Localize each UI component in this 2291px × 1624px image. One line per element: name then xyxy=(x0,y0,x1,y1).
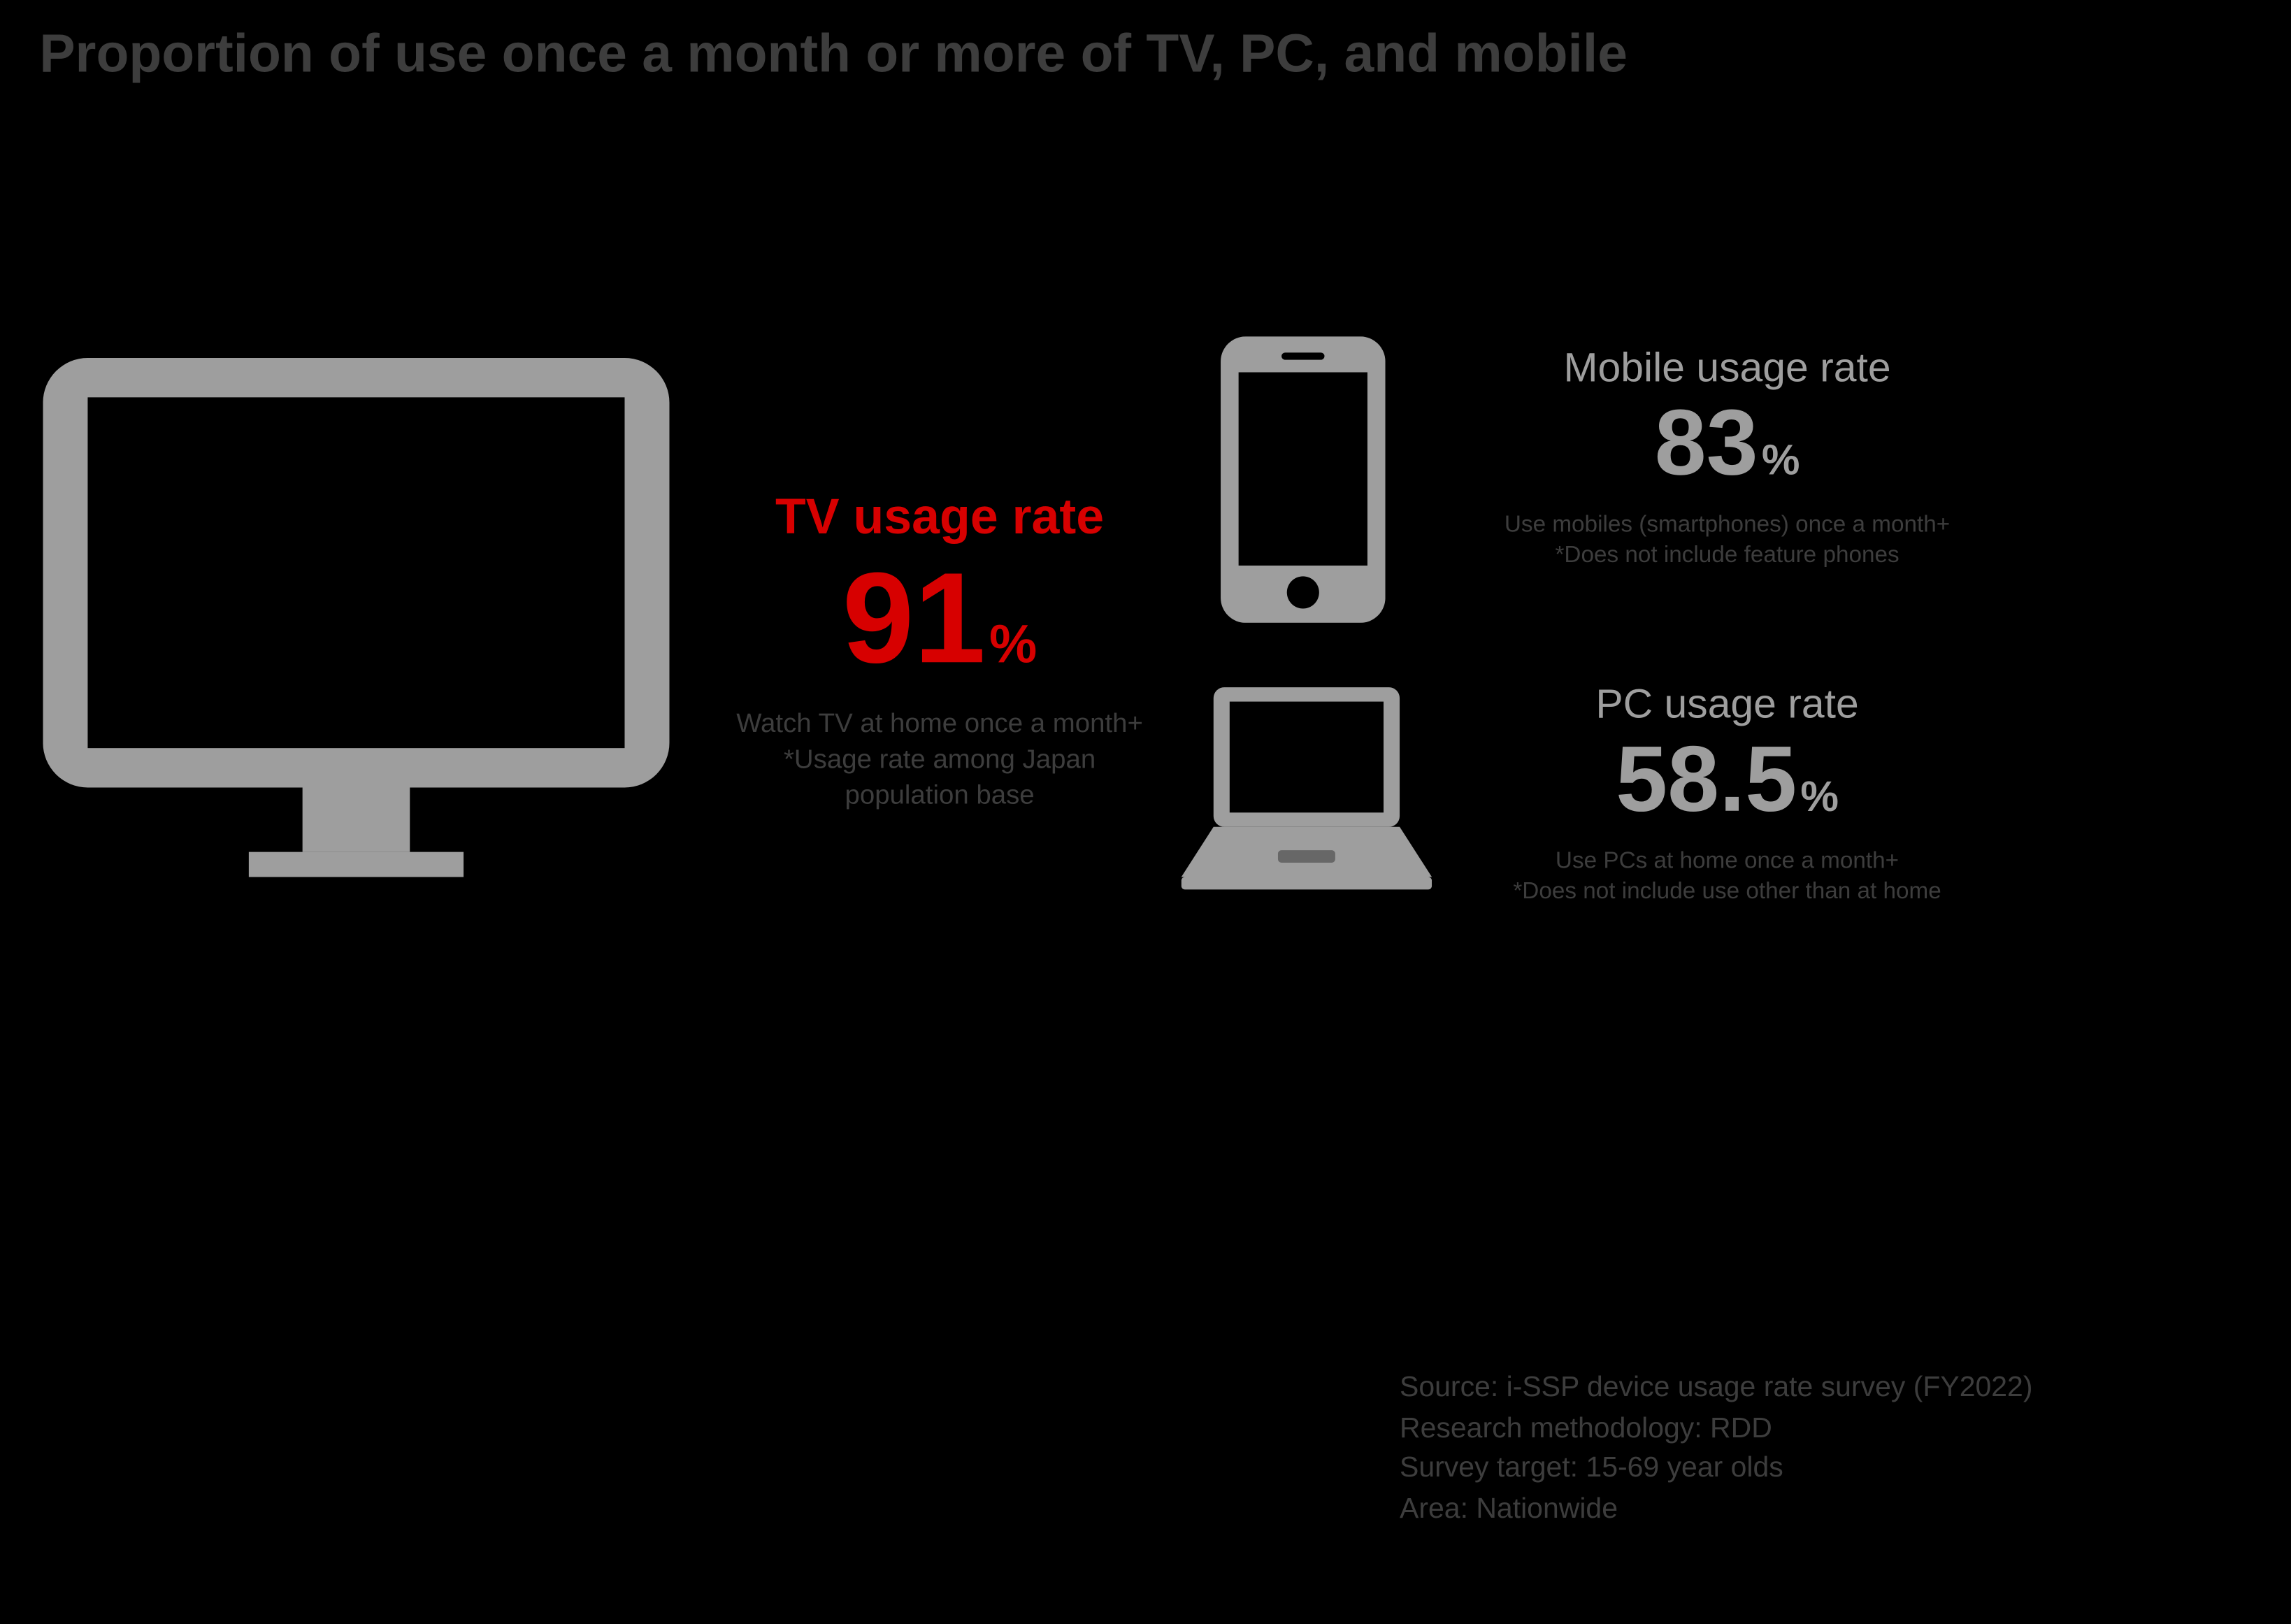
mobile-stat-block: Mobile usage rate 83% Use mobiles (smart… xyxy=(1432,344,2023,570)
mobile-note-line2: *Does not include feature phones xyxy=(1432,539,2023,570)
mobile-icon xyxy=(1221,336,1386,623)
mobile-percent: % xyxy=(1762,437,1800,487)
tv-stat-block: TV usage rate 91% Watch TV at home once … xyxy=(698,489,1181,815)
footer-line3: Survey target: 15-69 year olds xyxy=(1400,1450,2032,1490)
slide-title: Proportion of use once a month or more o… xyxy=(39,25,1628,86)
pc-note-line1: Use PCs at home once a month+ xyxy=(1432,844,2023,875)
pc-stat-block: PC usage rate 58.5% Use PCs at home once… xyxy=(1432,680,2023,907)
mobile-value-row: 83% xyxy=(1432,392,2023,494)
tv-value-row: 91% xyxy=(698,546,1181,689)
laptop-icon xyxy=(1182,680,1432,895)
footer-source: Source: i-SSP device usage rate survey (… xyxy=(1400,1370,2032,1530)
mobile-note-line1: Use mobiles (smartphones) once a month+ xyxy=(1432,508,2023,539)
pc-value-row: 58.5% xyxy=(1432,728,2023,830)
pc-value: 58.5 xyxy=(1616,732,1797,830)
slide: Proportion of use once a month or more o… xyxy=(0,0,2291,1623)
tv-note-line3: population base xyxy=(698,779,1181,815)
tv-note: Watch TV at home once a month+ *Usage ra… xyxy=(698,706,1181,815)
tv-value: 91 xyxy=(842,553,986,689)
pc-note-line2: *Does not include use other than at home xyxy=(1432,875,2023,907)
pc-percent: % xyxy=(1800,773,1839,824)
mobile-value: 83 xyxy=(1655,396,1758,494)
tv-icon xyxy=(43,358,669,895)
footer-line4: Area: Nationwide xyxy=(1400,1490,2032,1530)
pc-label: PC usage rate xyxy=(1432,680,2023,728)
tv-label: TV usage rate xyxy=(698,489,1181,546)
tv-note-line1: Watch TV at home once a month+ xyxy=(698,706,1181,742)
pc-note: Use PCs at home once a month+ *Does not … xyxy=(1432,844,2023,907)
mobile-note: Use mobiles (smartphones) once a month+ … xyxy=(1432,508,2023,570)
footer-line1: Source: i-SSP device usage rate survey (… xyxy=(1400,1370,2032,1410)
mobile-label: Mobile usage rate xyxy=(1432,344,2023,392)
footer-line2: Research methodology: RDD xyxy=(1400,1410,2032,1450)
tv-note-line2: *Usage rate among Japan xyxy=(698,742,1181,779)
tv-percent: % xyxy=(989,616,1037,677)
